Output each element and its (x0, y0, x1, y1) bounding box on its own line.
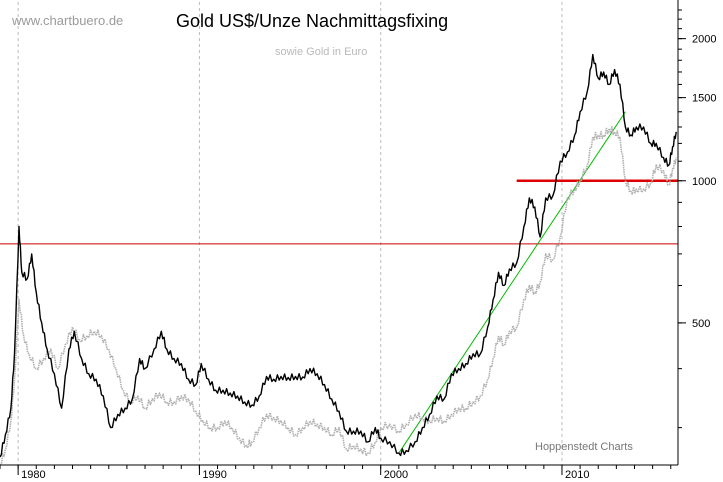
reference-lines (0, 111, 678, 454)
y-tick-label-1000: 1000 (692, 176, 716, 188)
chart-subtitle: sowie Gold in Euro (275, 46, 367, 58)
price-series (0, 53, 677, 466)
x-tick-label-2010: 2010 (565, 469, 589, 481)
watermark-text: www.chartbuero.de (11, 13, 123, 28)
gold-euro-series (0, 126, 677, 466)
source-label: Hoppenstedt Charts (535, 441, 633, 453)
axes (0, 0, 679, 466)
y-tick-label-2000: 2000 (692, 34, 716, 46)
gold-usd-series (0, 53, 677, 458)
y-tick-label-1500: 1500 (692, 93, 716, 105)
y-axis-ticks: 500 1000 1500 2000 (678, 9, 716, 429)
x-tick-label-1990: 1990 (202, 469, 226, 481)
y-tick-label-500: 500 (692, 318, 710, 330)
x-tick-label-2000: 2000 (384, 469, 408, 481)
chart-title: Gold US$/Unze Nachmittagsfixing (176, 11, 448, 31)
x-axis-ticks: 1980 1990 2000 2010 (0, 465, 672, 481)
x-tick-label-1980: 1980 (21, 469, 45, 481)
vertical-gridlines (17, 2, 563, 465)
